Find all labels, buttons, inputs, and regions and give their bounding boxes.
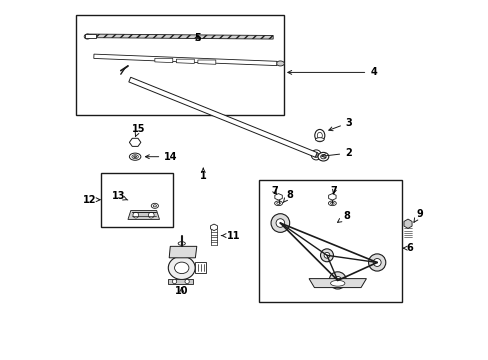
Circle shape xyxy=(172,279,176,284)
Ellipse shape xyxy=(132,155,138,159)
Polygon shape xyxy=(94,54,276,66)
Circle shape xyxy=(270,214,289,232)
Ellipse shape xyxy=(129,153,141,160)
Text: 3: 3 xyxy=(328,118,352,131)
Polygon shape xyxy=(155,58,172,63)
Polygon shape xyxy=(128,77,317,157)
Ellipse shape xyxy=(276,202,280,204)
Circle shape xyxy=(320,249,333,262)
Polygon shape xyxy=(328,194,335,200)
Ellipse shape xyxy=(330,280,344,286)
Circle shape xyxy=(313,152,318,157)
Polygon shape xyxy=(169,246,196,258)
Polygon shape xyxy=(195,262,206,273)
Bar xyxy=(101,173,172,226)
Text: 1: 1 xyxy=(200,168,206,181)
Text: 14: 14 xyxy=(145,152,177,162)
Ellipse shape xyxy=(330,202,333,204)
Bar xyxy=(258,180,402,302)
Ellipse shape xyxy=(315,138,324,141)
Ellipse shape xyxy=(317,152,328,161)
Polygon shape xyxy=(85,35,96,39)
Circle shape xyxy=(310,150,321,160)
Circle shape xyxy=(276,219,284,227)
Circle shape xyxy=(133,212,139,218)
Text: 2: 2 xyxy=(321,148,351,158)
Ellipse shape xyxy=(153,205,156,207)
Text: 4: 4 xyxy=(287,67,376,77)
Polygon shape xyxy=(210,224,217,230)
Circle shape xyxy=(132,140,137,145)
Polygon shape xyxy=(128,211,159,220)
Ellipse shape xyxy=(314,130,324,141)
Ellipse shape xyxy=(174,262,188,274)
Polygon shape xyxy=(198,60,215,64)
Text: 7: 7 xyxy=(330,186,337,196)
Ellipse shape xyxy=(178,242,185,245)
Ellipse shape xyxy=(151,203,158,208)
Polygon shape xyxy=(274,194,282,200)
Text: 5: 5 xyxy=(194,33,201,43)
Circle shape xyxy=(184,279,189,284)
Text: 8: 8 xyxy=(283,190,292,203)
Text: 13: 13 xyxy=(111,191,127,201)
Text: 11: 11 xyxy=(221,231,240,240)
Text: 7: 7 xyxy=(270,186,277,196)
Text: 12: 12 xyxy=(82,195,100,205)
Ellipse shape xyxy=(168,256,195,279)
Circle shape xyxy=(148,212,154,218)
Polygon shape xyxy=(308,279,366,288)
Text: 10: 10 xyxy=(175,286,188,296)
Circle shape xyxy=(324,252,329,258)
Ellipse shape xyxy=(317,132,322,139)
Ellipse shape xyxy=(274,201,282,206)
Circle shape xyxy=(328,272,346,289)
Polygon shape xyxy=(403,219,411,228)
Ellipse shape xyxy=(84,34,90,39)
Text: 15: 15 xyxy=(132,124,145,137)
Ellipse shape xyxy=(328,201,336,206)
Polygon shape xyxy=(86,34,273,39)
Bar xyxy=(76,15,284,116)
Polygon shape xyxy=(168,279,192,284)
Circle shape xyxy=(333,276,341,284)
Text: 9: 9 xyxy=(413,209,422,222)
Polygon shape xyxy=(129,138,141,147)
Ellipse shape xyxy=(133,156,136,158)
Polygon shape xyxy=(176,59,194,63)
Text: 8: 8 xyxy=(337,211,349,222)
Text: 6: 6 xyxy=(402,243,412,253)
Circle shape xyxy=(368,254,385,271)
Circle shape xyxy=(372,258,380,266)
Ellipse shape xyxy=(320,154,325,159)
Ellipse shape xyxy=(276,61,284,66)
